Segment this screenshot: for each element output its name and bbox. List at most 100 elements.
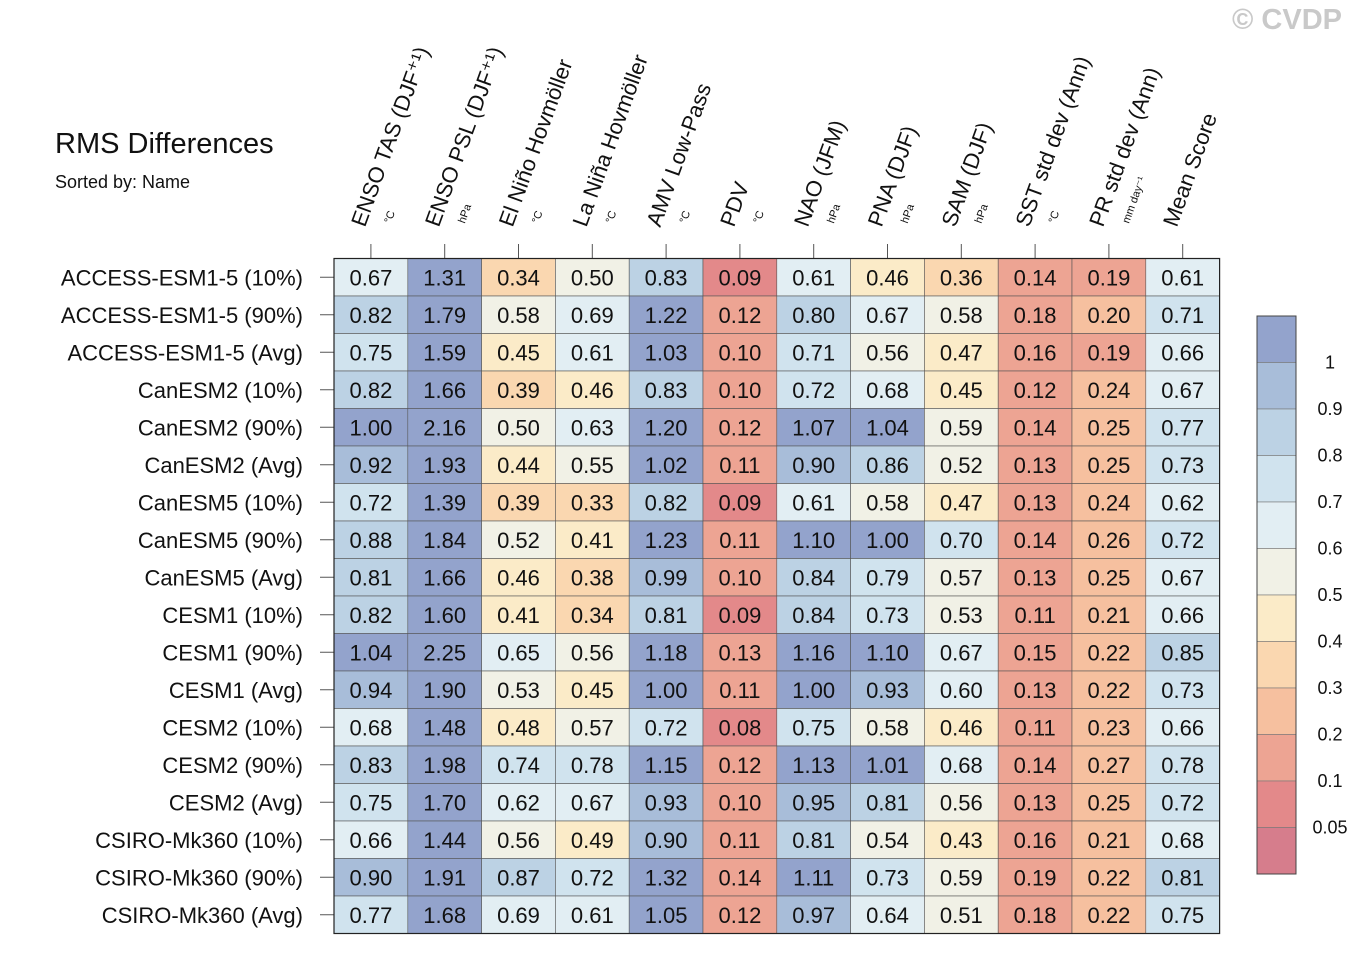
- cell-value: 0.58: [866, 490, 909, 515]
- cell-value: 0.59: [940, 415, 983, 440]
- cell-value: 0.23: [1087, 715, 1130, 740]
- cell-value: 0.14: [1014, 265, 1057, 290]
- cell-value: 0.82: [349, 603, 392, 628]
- heatmap-cell: [997, 295, 1073, 334]
- cell-value: 0.14: [1014, 753, 1057, 778]
- cell-value: 0.58: [497, 303, 540, 328]
- heatmap-cell: [997, 670, 1073, 709]
- heatmap-cell: [333, 558, 409, 597]
- cell-value: 0.75: [792, 715, 835, 740]
- cell-value: 0.61: [571, 340, 614, 365]
- cell-value: 0.82: [645, 490, 688, 515]
- heatmap-cell: [702, 783, 778, 822]
- heatmap-cell: [702, 858, 778, 897]
- cell-value: 1.66: [423, 378, 466, 403]
- colorbar-label: 0.2: [1317, 725, 1342, 745]
- cell-value: 0.34: [571, 603, 614, 628]
- cell-value: 0.57: [940, 565, 983, 590]
- cell-value: 0.72: [792, 378, 835, 403]
- heatmap-cell: [1071, 783, 1147, 822]
- heatmap-cell: [776, 408, 851, 447]
- cell-value: 1.00: [349, 415, 392, 440]
- cell-value: 0.15: [1014, 640, 1057, 665]
- cell-value: 0.72: [1161, 790, 1204, 815]
- colorbar-swatch: [1256, 501, 1297, 549]
- cell-value: 1.10: [792, 528, 835, 553]
- heatmap-cell: [1071, 708, 1147, 747]
- row-label: CanESM5 (Avg): [144, 565, 303, 590]
- cell-value: 0.45: [571, 678, 614, 703]
- heatmap-cell: [776, 858, 851, 897]
- heatmap-cell: [702, 258, 778, 297]
- heatmap-cell: [407, 258, 482, 297]
- cell-value: 1.18: [645, 640, 688, 665]
- column-unit: °C: [382, 209, 398, 225]
- heatmap-cell: [555, 895, 630, 934]
- heatmap-cell: [407, 520, 482, 559]
- cell-value: 0.73: [1161, 678, 1204, 703]
- heatmap-cell: [555, 445, 630, 484]
- cell-value: 0.63: [571, 415, 614, 440]
- cell-value: 0.56: [866, 340, 909, 365]
- heatmap-cell: [481, 408, 556, 447]
- heatmap-cell: [997, 408, 1073, 447]
- heatmap-cell: [481, 258, 556, 297]
- column-label: Mean Score: [1158, 110, 1222, 230]
- heatmap-cell: [997, 258, 1073, 297]
- cell-value: 0.46: [571, 378, 614, 403]
- heatmap-cell: [702, 820, 778, 859]
- cell-value: 0.81: [866, 790, 909, 815]
- heatmap-cell: [555, 370, 630, 409]
- heatmap-cell: [924, 708, 999, 747]
- column-label: PR std dev (Ann): [1084, 64, 1165, 230]
- cell-value: 1.10: [866, 640, 909, 665]
- cell-value: 0.82: [349, 378, 392, 403]
- heatmap-cell: [850, 520, 925, 559]
- cell-value: 0.52: [497, 528, 540, 553]
- heatmap-cell: [407, 670, 482, 709]
- cell-value: 1.66: [423, 565, 466, 590]
- heatmap-cell: [333, 783, 409, 822]
- column-labels: ENSO TAS (DJF⁺¹)°C ENSO PSL (DJF⁺¹)hPa El …: [346, 43, 1222, 258]
- cell-value: 0.69: [571, 303, 614, 328]
- cell-value: 1.44: [423, 828, 466, 853]
- cell-value: 0.11: [719, 453, 760, 478]
- heatmap-cell: [850, 820, 925, 859]
- colorbar-swatch: [1256, 641, 1297, 689]
- cell-value: 0.45: [497, 340, 540, 365]
- cell-value: 0.83: [645, 378, 688, 403]
- heatmap-cell: [997, 895, 1073, 934]
- heatmap-cell: [924, 408, 999, 447]
- cell-value: 0.18: [1014, 903, 1057, 928]
- heatmap-cell: [850, 445, 925, 484]
- heatmap-cell: [481, 558, 556, 597]
- cell-value: 1.93: [423, 453, 466, 478]
- cell-value: 0.61: [792, 490, 835, 515]
- cell-value: 0.51: [940, 903, 983, 928]
- cell-value: 0.27: [1087, 753, 1130, 778]
- colorbar-border: [1256, 315, 1297, 875]
- cell-value: 0.90: [792, 453, 835, 478]
- cell-value: 0.22: [1087, 865, 1130, 890]
- cell-value: 0.68: [349, 715, 392, 740]
- heatmap-cell: [702, 708, 778, 747]
- cell-value: 0.44: [497, 453, 540, 478]
- cell-value: 0.74: [497, 753, 540, 778]
- cell-value: 0.39: [497, 490, 540, 515]
- colorbar-label: 0.9: [1317, 399, 1342, 419]
- heatmap-cell: [1145, 445, 1220, 484]
- cell-value: 0.14: [1014, 528, 1057, 553]
- cell-value: 0.19: [1087, 340, 1130, 365]
- cell-value: 0.70: [940, 528, 983, 553]
- cell-value: 0.90: [645, 828, 688, 853]
- heatmap-cell: [776, 670, 851, 709]
- heatmap-cell: [555, 858, 630, 897]
- heatmap-cell: [924, 783, 999, 822]
- row-label: CESM1 (90%): [162, 640, 303, 665]
- cell-value: 0.12: [718, 303, 761, 328]
- heatmap-cell: [702, 445, 778, 484]
- column-unit: °C: [530, 209, 546, 225]
- cell-value: 2.16: [423, 415, 466, 440]
- cell-value: 0.85: [1161, 640, 1204, 665]
- cell-value: 0.87: [497, 865, 540, 890]
